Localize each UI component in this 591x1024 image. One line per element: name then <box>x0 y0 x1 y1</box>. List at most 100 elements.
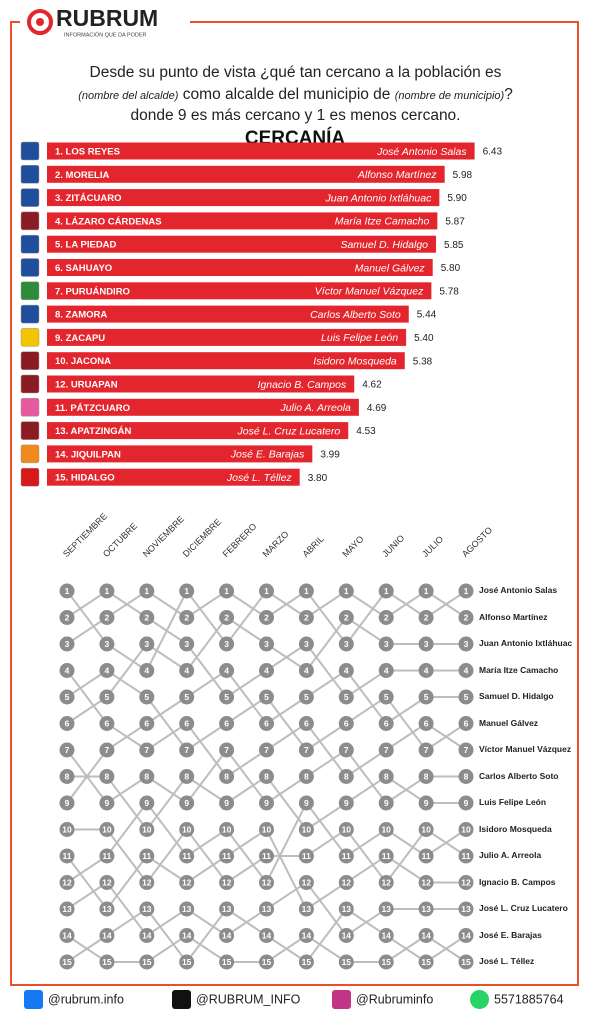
value-label: 5.40 <box>414 333 434 344</box>
rank-label: 4 <box>264 665 269 675</box>
rank-label: 13 <box>262 904 272 914</box>
rank-label: 1 <box>105 586 110 596</box>
rank-label: 11 <box>262 851 271 861</box>
question-line: donde 9 es más cercano y 1 es menos cerc… <box>0 107 591 125</box>
rank-label: 3 <box>224 639 229 649</box>
rank-label: 7 <box>384 745 389 755</box>
rank-node <box>418 822 434 837</box>
month-label: AGOSTO <box>460 525 494 559</box>
rank-label: 14 <box>461 930 471 940</box>
rank-label: 3 <box>144 639 149 649</box>
bar <box>47 142 475 160</box>
rank-node <box>179 848 195 864</box>
rank-node <box>418 848 434 864</box>
series-name-box: José L. Cruz Lucatero <box>479 903 568 913</box>
rank-node <box>59 610 75 625</box>
rank-label: 1 <box>65 586 70 596</box>
rank-label: 5 <box>424 692 429 702</box>
rank-label: 11 <box>342 851 351 861</box>
bar-name: Julio A. Arreola <box>279 402 351 414</box>
rank-node <box>219 689 235 705</box>
rank-label: 14 <box>182 930 192 940</box>
question-text: (nombre del alcalde) <box>78 90 179 102</box>
rank-node <box>179 583 195 599</box>
bar <box>47 305 409 323</box>
bar-category: 15. HIDALGO <box>55 473 115 484</box>
rank-node <box>219 742 235 758</box>
social-icon <box>172 990 191 1009</box>
question-text: como alcalde del municipio de <box>182 86 391 103</box>
value-label: 5.90 <box>447 193 467 204</box>
bar <box>47 422 349 440</box>
bar <box>47 212 438 230</box>
rank-label: 15 <box>421 957 431 967</box>
rank-label: 11 <box>302 851 311 861</box>
rank-label: 2 <box>224 612 229 622</box>
rank-label: 6 <box>344 718 349 728</box>
bar-category: 5. LA PIEDAD <box>55 240 117 251</box>
rank-node <box>139 954 155 970</box>
party-icon <box>20 304 40 324</box>
rank-label: 15 <box>302 957 312 967</box>
value-label: 6.43 <box>483 147 503 158</box>
rank-label: 8 <box>384 771 389 781</box>
rank-node <box>259 583 274 599</box>
rank-label: 1 <box>144 586 149 596</box>
party-icon <box>20 258 40 277</box>
rank-node <box>99 689 115 705</box>
rank-node <box>338 663 354 678</box>
rank-label: 3 <box>65 639 70 649</box>
series-name: Julio A. Arreola <box>479 850 542 861</box>
rank-label: 6 <box>105 718 110 728</box>
rank-node <box>378 954 394 970</box>
brand: RUBRUM <box>56 5 158 31</box>
rank-label: 6 <box>384 718 389 728</box>
rank-node <box>338 901 354 917</box>
rank-node <box>418 610 434 625</box>
rank-label: 4 <box>224 665 229 675</box>
rank-label: 9 <box>304 798 309 808</box>
rank-node <box>298 663 314 678</box>
rank-label: 10 <box>62 824 72 834</box>
rank-label: 3 <box>464 639 469 649</box>
rank-label: 5 <box>264 692 269 702</box>
rank-node <box>338 689 354 705</box>
question-text: Desde su punto de vista ¿qué tan cercano… <box>89 64 502 81</box>
rank-label: 2 <box>184 612 189 622</box>
rank-node <box>179 663 195 678</box>
rank-label: 2 <box>264 612 269 622</box>
party-icon <box>20 444 40 464</box>
rank-node <box>139 901 155 917</box>
rank-label: 13 <box>381 904 391 914</box>
bar-category: 6. SAHUAYO <box>55 263 112 274</box>
rank-node <box>298 928 314 943</box>
rank-label: 2 <box>384 612 389 622</box>
rank-node <box>378 716 394 731</box>
rank-label: 5 <box>65 692 70 702</box>
rank-node <box>179 610 195 625</box>
question-line: (nombre del alcalde) como alcalde del mu… <box>0 86 591 104</box>
series-name-box: Alfonso Martínez <box>479 612 547 622</box>
social-handle: @rubrum.info <box>48 992 124 1006</box>
social-icon <box>24 990 43 1009</box>
rank-node <box>338 822 354 837</box>
rank-node <box>338 928 354 943</box>
rank-node <box>139 795 155 811</box>
rank-node <box>259 954 274 970</box>
bar <box>47 398 359 416</box>
bar-category: 14. JIQUILPAN <box>55 449 121 460</box>
rank-label: 5 <box>464 692 469 702</box>
rank-label: 9 <box>144 798 149 808</box>
bar-name: Carlos Alberto Soto <box>310 309 401 321</box>
rank-label: 8 <box>264 771 269 781</box>
rank-node <box>298 610 314 625</box>
bar <box>47 165 445 183</box>
series-name: Isidoro Mosqueda <box>479 823 552 834</box>
rank-node <box>458 610 474 625</box>
rank-label: 4 <box>144 665 149 675</box>
rank-node <box>59 636 75 652</box>
rank-label: 15 <box>102 957 112 967</box>
rank-node <box>378 742 394 758</box>
rank-label: 6 <box>464 718 469 728</box>
rank-label: 10 <box>262 824 272 834</box>
